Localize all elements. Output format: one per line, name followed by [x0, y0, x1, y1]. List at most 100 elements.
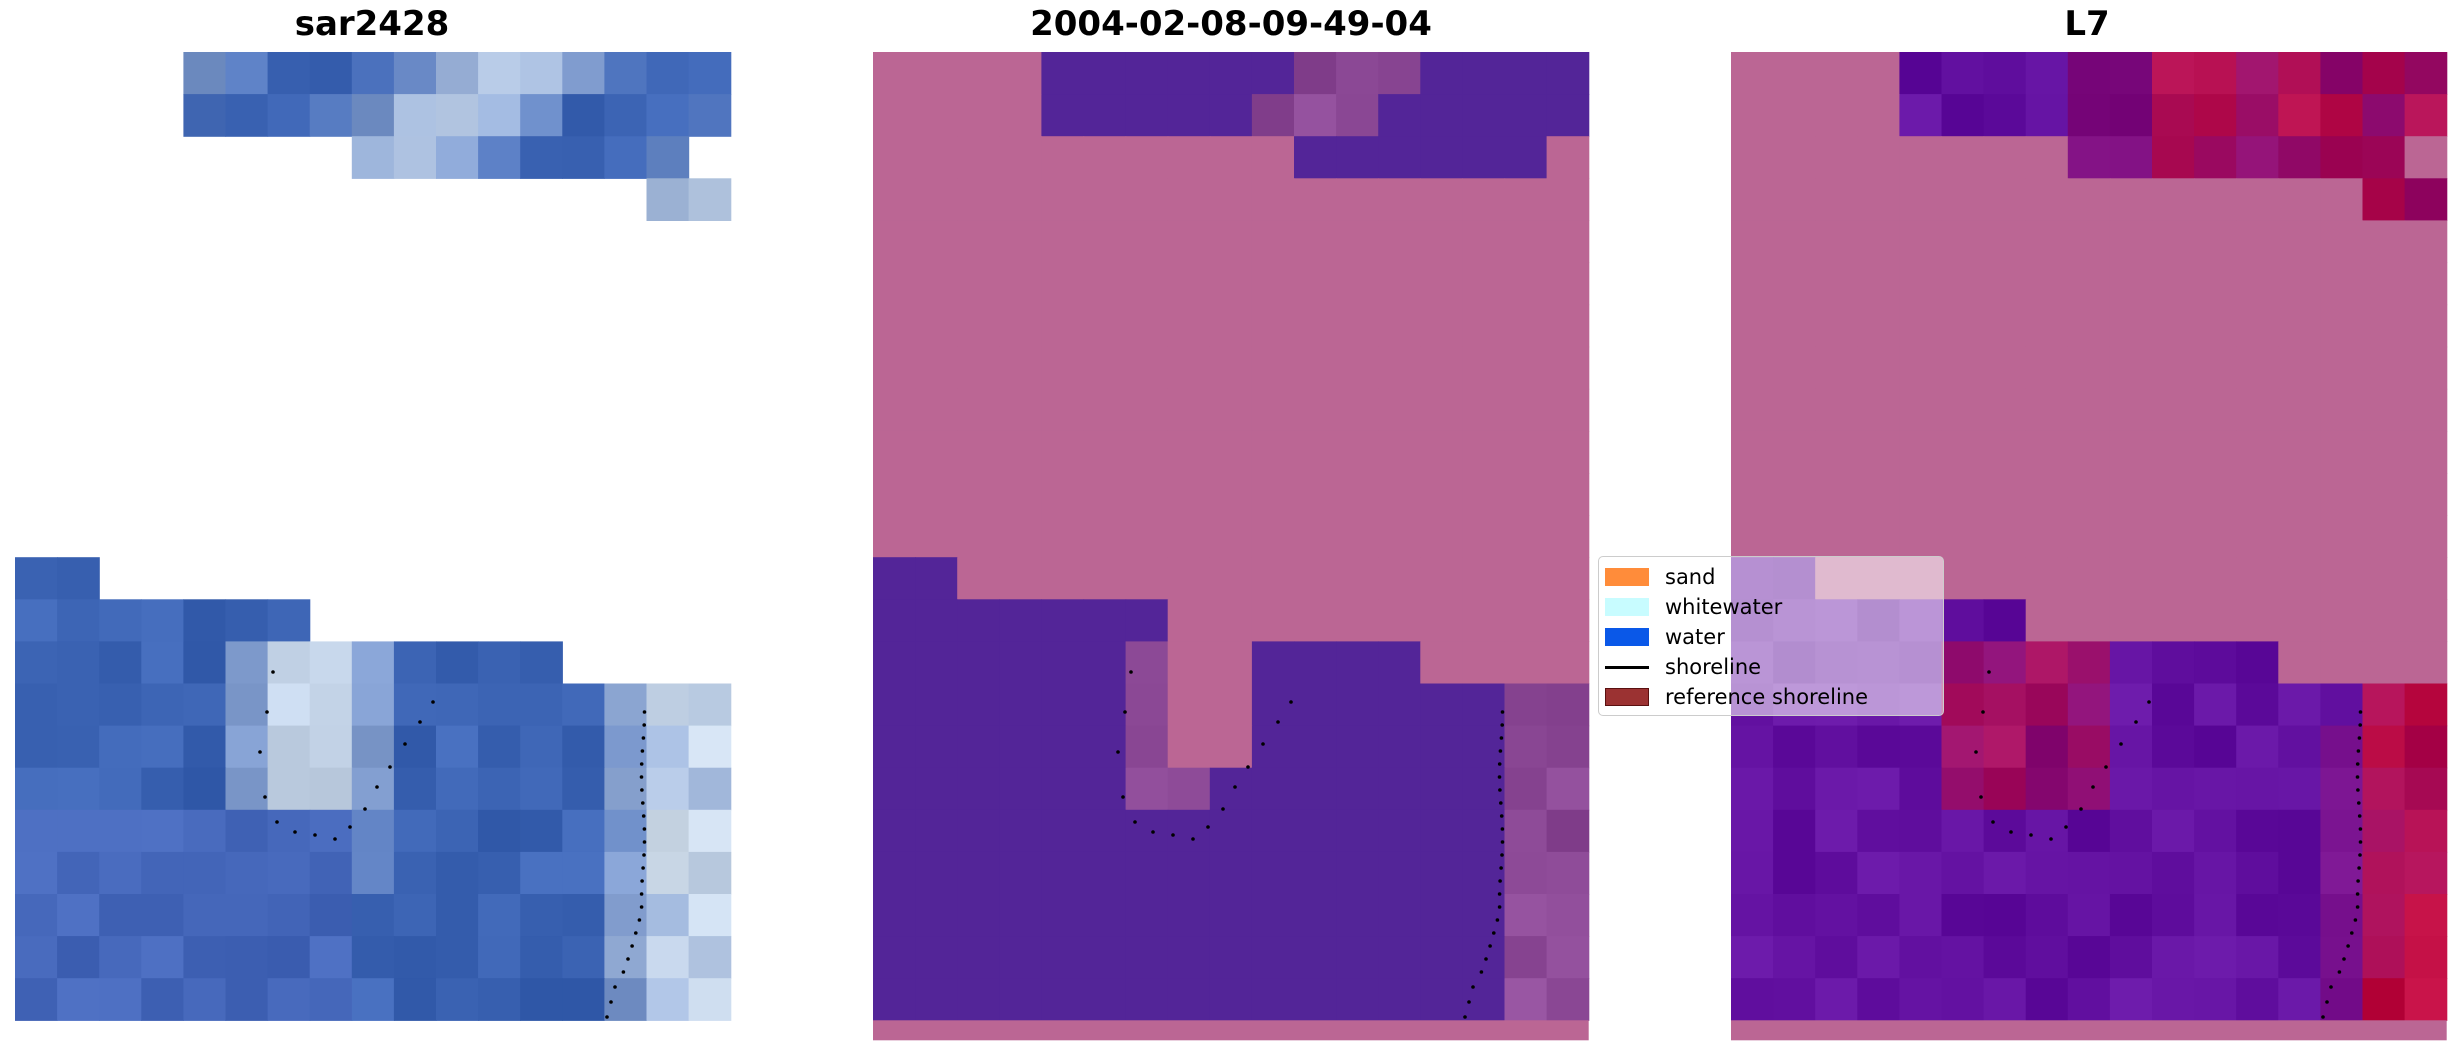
image-pixel [1546, 851, 1590, 895]
image-pixel [1209, 894, 1253, 937]
shoreline-point [2049, 837, 2053, 841]
image-pixel [1378, 178, 1421, 221]
image-pixel [999, 346, 1042, 390]
shoreline-point [1488, 944, 1492, 948]
image-pixel [141, 978, 184, 1021]
image-pixel [957, 430, 1000, 474]
image-pixel [1420, 52, 1463, 95]
image-pixel [2109, 94, 2153, 137]
image-pixel [915, 515, 958, 558]
image-pixel [351, 809, 395, 853]
shoreline-point [1246, 765, 1250, 769]
image-pixel [1336, 767, 1379, 811]
image-pixel [2362, 220, 2406, 264]
image-pixel [957, 557, 1000, 600]
image-pixel [999, 178, 1042, 221]
image-pixel [957, 178, 1000, 221]
image-pixel [1294, 346, 1337, 390]
shoreline-point [1497, 762, 1502, 766]
image-pixel [1420, 557, 1463, 600]
image-pixel [2152, 136, 2195, 179]
shoreline-point [642, 853, 646, 857]
image-pixel [999, 220, 1042, 264]
image-pixel [1378, 473, 1421, 516]
image-pixel [141, 809, 184, 853]
shoreline-point [1233, 785, 1237, 789]
image-pixel [1083, 473, 1127, 516]
image-pixel [1773, 346, 1816, 390]
image-pixel [1378, 936, 1421, 979]
image-pixel [2025, 767, 2069, 811]
image-pixel [183, 809, 227, 853]
image-pixel [1773, 262, 1816, 306]
image-pixel [1125, 851, 1169, 895]
image-bottom-strip [1731, 1020, 2447, 1041]
image-pixel [1983, 809, 2027, 853]
image-pixel [1041, 388, 1085, 432]
image-pixel [915, 94, 958, 137]
image-pixel [1041, 641, 1085, 685]
image-pixel [2109, 262, 2153, 306]
image-pixel [1041, 557, 1085, 600]
image-pixel [1420, 304, 1463, 348]
image-pixel [1294, 557, 1337, 600]
image-pixel [1504, 683, 1548, 727]
image-pixel [2236, 936, 2279, 979]
image-pixel [1899, 936, 1943, 979]
image-pixel [1941, 725, 1985, 769]
image-pixel [873, 220, 916, 264]
image-pixel [2404, 346, 2448, 390]
image-pixel [1546, 473, 1590, 516]
image-pixel [2025, 388, 2069, 432]
image-pixel [1941, 136, 1985, 179]
image-pixel [1294, 936, 1337, 979]
shoreline-point [1991, 820, 1995, 824]
image-pixel [225, 725, 269, 769]
shoreline-point [1495, 918, 1500, 922]
image-pixel [1546, 94, 1590, 137]
image-pixel [1462, 851, 1506, 895]
image-pixel [1083, 894, 1127, 937]
image-pixel [1083, 346, 1127, 390]
image-pixel [2067, 851, 2111, 895]
image-pixel [1209, 346, 1253, 390]
image-pixel [2320, 683, 2364, 727]
image-pixel [957, 220, 1000, 264]
shoreline-point [293, 830, 297, 834]
image-pixel [183, 978, 227, 1021]
image-pixel [2152, 894, 2195, 937]
image-pixel [99, 978, 142, 1021]
image-pixel [1546, 767, 1590, 811]
image-pixel [1041, 894, 1085, 937]
shoreline-point [1497, 775, 1502, 779]
image-pixel [1083, 262, 1127, 306]
image-pixel [1378, 557, 1421, 600]
image-pixel [2362, 262, 2406, 306]
shoreline-point [2119, 742, 2123, 746]
image-pixel [2362, 473, 2406, 516]
image-pixel [2236, 94, 2279, 137]
image-pixel [1041, 430, 1085, 474]
image-pixel [141, 851, 184, 895]
image-pixel [2109, 52, 2153, 95]
image-pixel [1462, 430, 1506, 474]
image-pixel [225, 936, 269, 979]
image-pixel [351, 894, 395, 937]
image-pixel [1941, 220, 1985, 264]
image-pixel [1251, 304, 1295, 348]
image-pixel [1983, 262, 2027, 306]
image-pixel [915, 851, 958, 895]
shoreline-point [1492, 931, 1496, 935]
image-pixel [1294, 52, 1337, 95]
image-pixel [2404, 388, 2448, 432]
image-pixel [436, 52, 479, 95]
image-pixel [1041, 978, 1085, 1021]
image-pixel [1167, 894, 1211, 937]
image-pixel [2362, 936, 2406, 979]
image-pixel [957, 725, 1000, 769]
image-pixel [1167, 936, 1211, 979]
image-pixel [2152, 304, 2195, 348]
image-pixel [15, 851, 58, 895]
image-pixel [1857, 388, 1900, 432]
image-pixel [1294, 473, 1337, 516]
